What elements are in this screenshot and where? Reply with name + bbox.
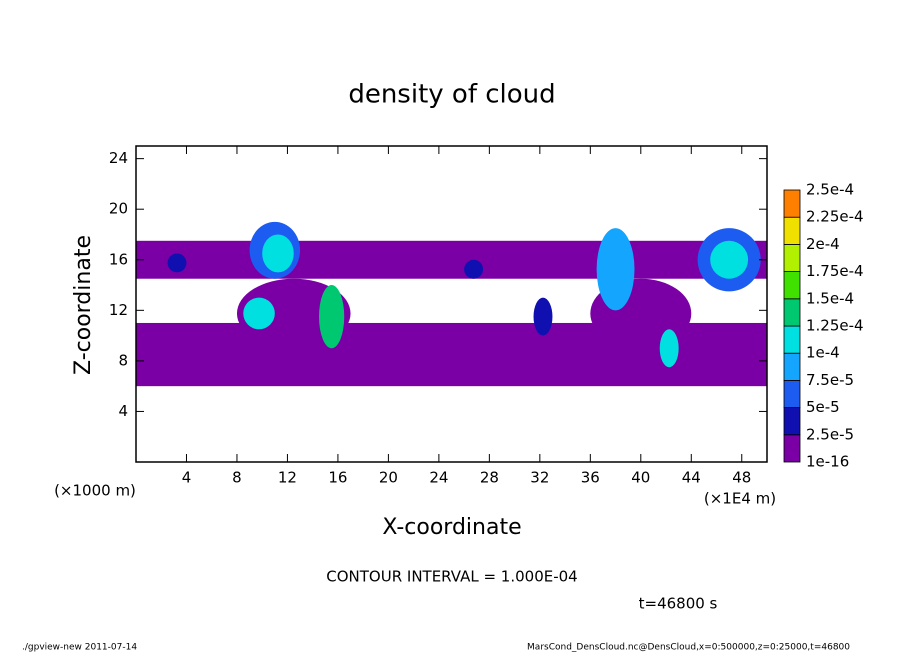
colorbar-swatch [783,325,801,354]
y-tick-label: 4 [118,402,128,420]
colorbar-label: 2.5e-4 [806,181,854,199]
x-tick-label: 20 [379,469,398,487]
x-tick-label: 32 [530,469,549,487]
colorbar-swatch [783,271,801,300]
colorbar-swatch [783,298,801,327]
colorbar-label: 1e-16 [806,453,849,471]
colorbar-label: 1.75e-4 [806,262,864,280]
y-tick-label: 24 [109,149,128,167]
contour-region [596,228,635,311]
colorbar-swatch [783,434,801,463]
colorbar-swatch [783,216,801,245]
contour-region [136,240,767,279]
contour-region [167,253,187,273]
colorbar-swatch [783,352,801,381]
y-tick-label: 8 [118,351,128,369]
y-unit: (×1000 m) [54,482,136,500]
y-tick-label: 16 [109,250,128,268]
x-unit: (×1E4 m) [704,490,776,508]
x-tick-label: 48 [732,469,751,487]
y-tick-label: 20 [109,200,128,218]
x-tick-label: 24 [429,469,448,487]
time-label: t=46800 s [639,595,718,613]
x-axis-label: X-coordinate [382,515,521,540]
x-tick-label: 8 [232,469,242,487]
footer-right: MarsCond_DensCloud.nc@DensCloud,x=0:5000… [527,643,850,653]
colorbar-label: 2.25e-4 [806,208,864,226]
colorbar-label: 1.25e-4 [806,317,864,335]
colorbar-swatch [783,243,801,272]
y-tick-label: 12 [109,301,128,319]
x-tick-label: 12 [278,469,297,487]
y-axis-label: Z-coordinate [71,235,96,375]
colorbar-swatch [783,379,801,408]
contour-region [262,234,294,273]
contour-region [318,285,345,349]
chart-title: density of cloud [348,80,555,110]
contour-region [710,240,749,279]
x-tick-label: 44 [682,469,701,487]
annotation: CONTOUR INTERVAL = 1.000E-04 [326,568,577,586]
x-tick-label: 28 [480,469,499,487]
colorbar-label: 2e-4 [806,235,840,253]
colorbar-label: 5e-5 [806,398,840,416]
x-tick-label: 16 [328,469,347,487]
contour-region [659,329,679,368]
colorbar-label: 1.5e-4 [806,289,854,307]
colorbar-swatch [783,189,801,218]
contour-region [533,297,553,336]
colorbar-label: 1e-4 [806,344,840,362]
contour-region [243,297,275,330]
plot-frame [135,145,768,463]
footer-left: ./gpview-new 2011-07-14 [22,643,137,653]
colorbar-label: 7.5e-5 [806,371,854,389]
x-tick-label: 36 [581,469,600,487]
colorbar-label: 2.5e-5 [806,425,854,443]
contour-region [464,259,484,279]
colorbar-swatch [783,407,801,436]
x-tick-label: 4 [182,469,192,487]
x-tick-label: 40 [631,469,650,487]
